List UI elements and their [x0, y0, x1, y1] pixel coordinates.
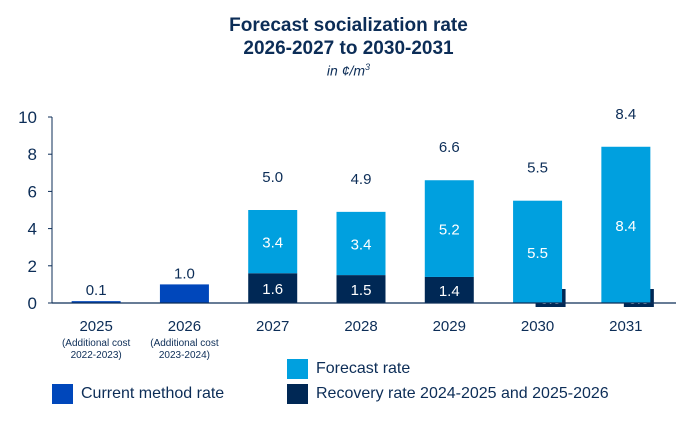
bar-total-label: 5.5: [527, 160, 548, 177]
y-tick-label: 4: [28, 220, 37, 239]
bar-forecast-rate: [336, 211, 386, 276]
x-tick-label: 2027: [256, 318, 289, 335]
legend-label-current: Current method rate: [81, 385, 225, 402]
chart-subtitle: in ¢/m3: [0, 62, 697, 79]
x-tick-sublabel: 2023-2024): [159, 350, 210, 361]
bar-current-method-rate: [71, 301, 121, 303]
legend-swatch-current: [52, 384, 73, 404]
bar-total-label: 1.0: [174, 265, 195, 282]
bar-forecast-rate: [513, 200, 563, 303]
bar-total-label: 4.9: [351, 171, 372, 188]
legend-item-recovery-rate: Recovery rate 2024-2025 and 2025-2026: [287, 384, 609, 404]
y-tick-label: 10: [18, 108, 37, 127]
legend-label-forecast: Forecast rate: [316, 360, 411, 377]
bar-value-label: 3.4: [262, 235, 283, 252]
bar-forecast-rate: [424, 180, 474, 277]
x-tick-label: 2031: [609, 318, 642, 335]
y-tick-label: 6: [28, 182, 37, 201]
bar-value-label: 1.4: [439, 283, 460, 300]
x-tick-label: 2030: [521, 318, 554, 335]
bar-value-label: 5.5: [527, 245, 548, 262]
bar-value-label: 5.2: [439, 222, 460, 239]
legend-label-recovery: Recovery rate 2024-2025 and 2025-2026: [316, 385, 609, 402]
bar-recovery-rate-2024-2025-and-2025-2026: [424, 276, 474, 303]
subtitle-unit: in ¢/m: [326, 62, 366, 79]
x-tick-sublabel: (Additional cost: [62, 338, 131, 349]
x-tick-sublabel: (Additional cost: [150, 338, 219, 349]
bar-current-method-rate: [159, 284, 209, 303]
chart-title-line2: 2026-2027 to 2030-2031: [243, 38, 454, 59]
bar-total-label: 8.4: [615, 106, 636, 123]
bar-total-label: 5.0: [262, 169, 283, 186]
bar-recovery-rate-2024-2025-and-2025-2026: [336, 275, 386, 303]
x-tick-label: 2026: [168, 318, 201, 335]
chart-title: Forecast socialization rate: [229, 15, 468, 36]
bar-value-label: 8.4: [615, 218, 636, 235]
bar-value-label: 1.6: [262, 281, 283, 298]
x-tick-label: 2025: [79, 318, 112, 335]
bar-total-label: 0.1: [86, 282, 107, 299]
bar-forecast-rate: [601, 146, 651, 303]
legend-item-current-method-rate: Current method rate: [52, 384, 224, 404]
subtitle-superscript: 3: [365, 62, 371, 72]
bar-value-label: 3.4: [351, 236, 372, 253]
y-tick-label: 2: [28, 257, 37, 276]
legend-item-forecast-rate: Forecast rate: [287, 359, 410, 379]
legend-swatch-recovery: [287, 384, 308, 404]
bar-forecast-rate: [248, 210, 298, 274]
y-tick-label: 8: [28, 145, 37, 164]
x-tick-sublabel: 2022-2023): [71, 350, 122, 361]
y-tick-label: 0: [28, 294, 37, 313]
x-tick-label: 2029: [433, 318, 466, 335]
x-tick-label: 2028: [344, 318, 377, 335]
legend-swatch-forecast: [287, 359, 308, 379]
bar-total-label: 6.6: [439, 139, 460, 156]
bar-recovery-rate-2024-2025-and-2025-2026: [248, 273, 298, 303]
bar-value-label: 1.5: [351, 282, 372, 299]
